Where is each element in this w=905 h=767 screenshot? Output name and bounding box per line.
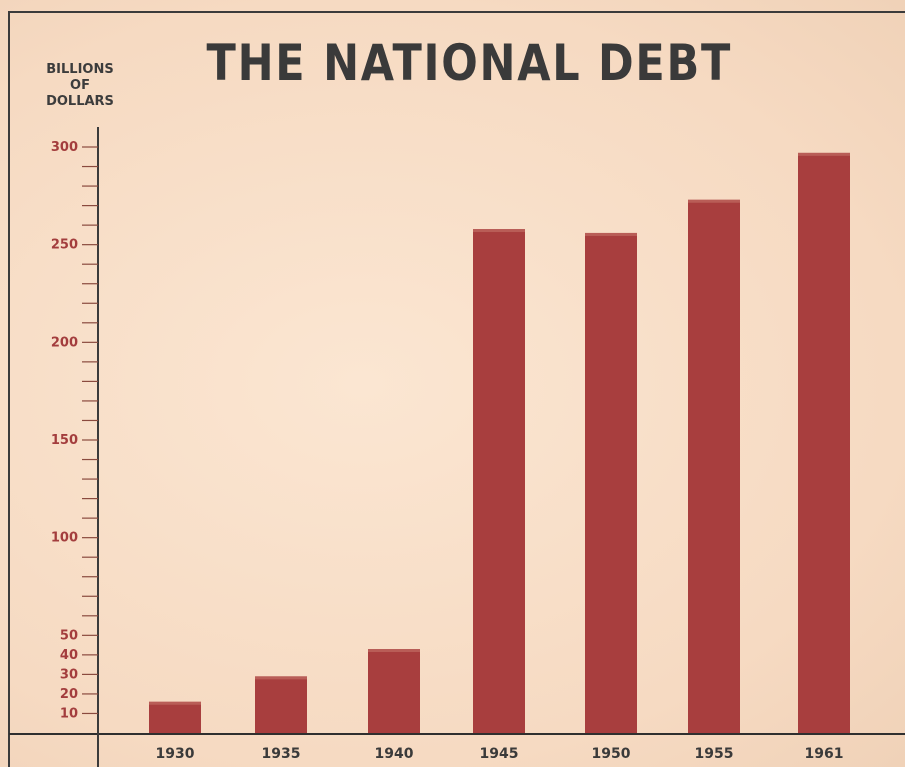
y-tick-label: 250 <box>51 238 78 253</box>
bar-top-highlight <box>368 649 420 653</box>
x-tick-label: 1935 <box>262 746 301 762</box>
x-tick-label: 1961 <box>805 746 844 762</box>
y-axis-label-line-3: DOLLARS <box>46 94 114 109</box>
bars-group <box>149 152 850 734</box>
y-tick-label: 100 <box>51 531 78 546</box>
x-tick-label: 1940 <box>375 746 414 762</box>
y-tick-label: 150 <box>51 433 78 448</box>
bar-1940 <box>368 649 420 733</box>
bar-1961 <box>798 152 850 734</box>
x-tick-label: 1930 <box>156 746 195 762</box>
bar-top-highlight <box>149 701 201 705</box>
bar-top-highlight <box>688 199 740 203</box>
bar-1935 <box>255 676 307 733</box>
bar-1930 <box>149 701 201 733</box>
bar-top-highlight <box>255 676 307 680</box>
bar-1945 <box>473 229 525 734</box>
bar-top-highlight <box>798 152 850 156</box>
y-tick-label: 50 <box>60 628 78 643</box>
y-tick-label: 200 <box>51 335 78 350</box>
y-tick-label: 10 <box>60 706 78 721</box>
x-tick-label: 1955 <box>695 746 734 762</box>
y-tick-label: 30 <box>60 667 78 682</box>
bar-1950 <box>585 232 637 734</box>
y-tick-label: 300 <box>51 140 78 155</box>
x-tick-label: 1945 <box>480 746 519 762</box>
x-tick-label: 1950 <box>592 746 631 762</box>
x-axis: 1930 1935 1940 1945 1950 1955 1961 <box>156 746 844 762</box>
bar-1955 <box>688 199 740 734</box>
y-axis-label-line-2: OF <box>70 78 90 93</box>
chart-title: THE NATIONAL DEBT <box>206 34 733 92</box>
bar-top-highlight <box>585 232 637 236</box>
y-axis-label-line-1: BILLIONS <box>46 62 114 77</box>
y-tick-label: 40 <box>60 648 78 663</box>
bar-top-highlight <box>473 229 525 233</box>
y-axis: 10 20 30 40 50 100 150 200 250 300 <box>51 127 99 733</box>
y-tick-label: 20 <box>60 687 78 702</box>
chart-frame <box>8 11 905 767</box>
y-axis-label: BILLIONS OF DOLLARS <box>30 62 130 110</box>
